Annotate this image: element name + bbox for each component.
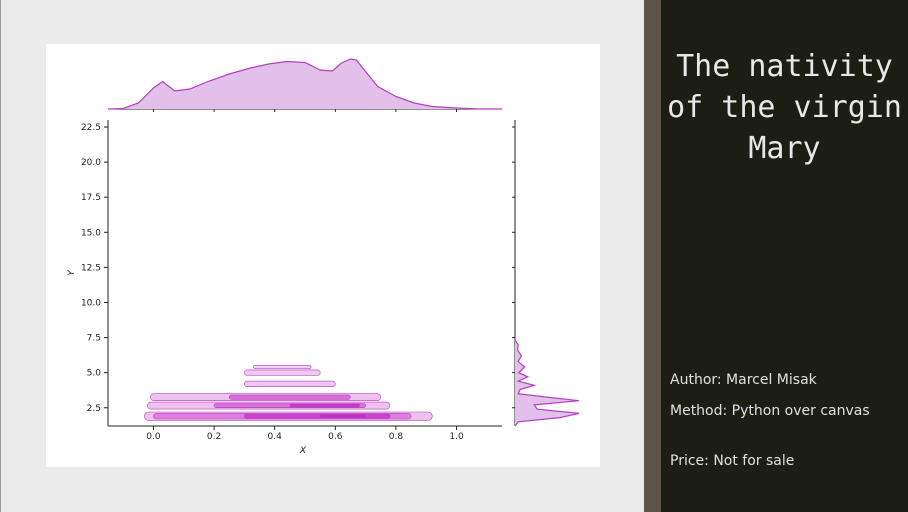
method-text: Method: Python over canvas (670, 403, 870, 419)
x-axis-label: X (299, 446, 307, 456)
info-panel: The nativity of the virgin Mary Author: … (661, 0, 908, 512)
x-tick-label: 1.0 (449, 432, 464, 442)
y-tick-label: 15.0 (81, 228, 101, 238)
artwork-title: The nativity of the virgin Mary (667, 49, 902, 166)
x-tick-label: 0.4 (268, 432, 283, 442)
marginal-y-line (514, 340, 580, 427)
author-text: Author: Marcel Misak (670, 372, 817, 388)
y-tick-label: 12.5 (81, 263, 101, 273)
kde-contour-band (244, 380, 336, 388)
kde-contours (144, 365, 433, 421)
price-text: Price: Not for sale (670, 453, 795, 469)
marginal-x-line (107, 58, 502, 110)
chart-canvas: 0.0 0.2 0.4 0.6 0.8 1.0 2.5 5.0 7.5 10.0 12.5 15.0 1… (46, 44, 600, 467)
x-tick-label: 0.0 (146, 432, 161, 442)
kde-contour-band (228, 394, 351, 400)
y-tick-label: 10.0 (81, 298, 101, 308)
kde-contour-band (253, 365, 312, 369)
x-tick-label: 0.6 (328, 432, 343, 442)
axes: 0.0 0.2 0.4 0.6 0.8 1.0 2.5 5.0 7.5 10.0 12.5 15.0 1… (81, 120, 502, 442)
y-tick-label: 2.5 (87, 404, 101, 414)
y-tick-label: 5.0 (87, 369, 102, 379)
kde-contour-band (289, 403, 360, 408)
window-edge (0, 0, 1, 512)
x-tick-label: 0.2 (207, 432, 221, 442)
marginal-y-density (512, 120, 580, 427)
y-tick-label: 17.5 (81, 193, 101, 203)
kde-contour-band (319, 414, 367, 418)
y-tick-label: 7.5 (87, 334, 101, 344)
panel-divider (644, 0, 661, 512)
marginal-x-fill (108, 59, 502, 109)
y-axis-label: Y (67, 269, 77, 276)
jointplot-chart: 0.0 0.2 0.4 0.6 0.8 1.0 2.5 5.0 7.5 10.0 12.5 15.0 1… (67, 58, 580, 456)
marginal-y-fill (515, 340, 579, 426)
marginal-x-density (107, 58, 502, 112)
y-tick-label: 20.0 (81, 158, 101, 168)
kde-contour-band (244, 369, 321, 376)
x-tick-label: 0.8 (389, 432, 404, 442)
y-tick-label: 22.5 (81, 123, 101, 133)
kde-contour-band (244, 413, 391, 419)
